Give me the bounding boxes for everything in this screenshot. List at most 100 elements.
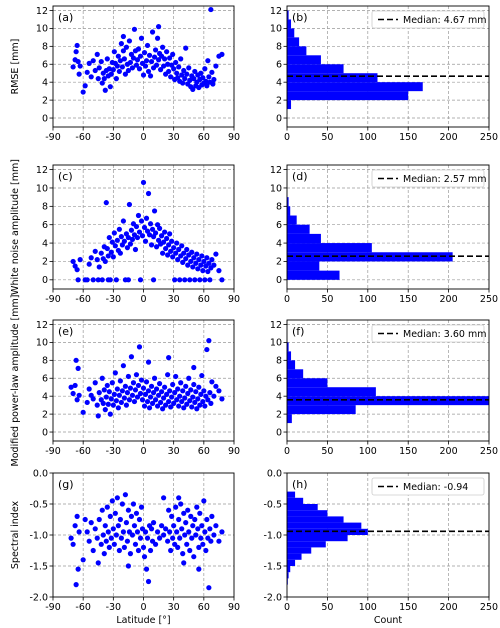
scatter-point <box>142 238 149 244</box>
scatter-point <box>161 532 167 538</box>
panel-d: Median: 2.57 mm 0 50 100 150 200 250 0 2 4 6 8 10 12 (… <box>270 164 498 305</box>
x-tick-label: 200 <box>440 446 458 457</box>
scatter-point <box>205 58 211 64</box>
scatter-point <box>213 251 219 257</box>
scatter-point <box>162 384 168 390</box>
panel-f: Median: 3.60 mm 0 50 100 150 200 250 0 2 4 6 8 10 12 (… <box>270 319 498 457</box>
scatter-point <box>178 56 184 62</box>
scatter-point <box>92 380 98 386</box>
y-tick-label: 8 <box>42 356 48 367</box>
scatter-point <box>168 74 174 80</box>
scatter-point <box>129 392 136 398</box>
scatter-point <box>193 260 199 266</box>
x-tick-label: -90 <box>45 132 61 143</box>
scatter-point <box>181 250 187 256</box>
histogram-bar <box>287 378 328 388</box>
scatter-point <box>140 544 147 551</box>
panel-h: Median: -0.94 0 50 100 150 200 250 -2.0 -1.5 -1.0… <box>263 468 498 626</box>
y-tick-label: 0.0 <box>267 468 282 479</box>
scatter-point <box>142 391 149 397</box>
scatter-point <box>135 212 142 219</box>
scatter-point <box>152 397 159 403</box>
legend-frame <box>371 477 485 496</box>
scatter-point <box>175 257 181 263</box>
y-tick-label: 6 <box>276 220 282 231</box>
panel-label: (a) <box>58 11 73 24</box>
scatter-point <box>169 394 175 400</box>
scatter-point <box>114 386 120 392</box>
y-tick-label: 6 <box>42 60 48 71</box>
scatter-point <box>192 68 198 75</box>
scatter-point <box>203 547 209 554</box>
scatter-point <box>167 231 173 237</box>
scatter-point <box>143 58 150 64</box>
scatter-point <box>121 238 127 244</box>
x-tick-label: 250 <box>480 446 498 457</box>
scatter-point <box>120 218 126 224</box>
scatter-point <box>163 526 169 532</box>
scatter-point <box>213 383 219 389</box>
scatter-point <box>163 245 169 252</box>
scatter-point <box>96 65 102 71</box>
scatter-point <box>129 236 136 242</box>
panel-g: -90 -60 -30 0 30 60 90 -2.0 -1.5 -1.0 -0.5 0.0 (g) Sp… <box>10 468 240 626</box>
y-tick-label: -1.0 <box>29 530 48 541</box>
x-tick-label: 30 <box>168 132 180 143</box>
scatter-point <box>185 390 191 397</box>
scatter-point <box>108 396 114 402</box>
scatter-point <box>192 277 198 283</box>
scatter-point <box>86 261 92 267</box>
scatter-point <box>161 495 167 501</box>
scatter-point <box>155 57 162 63</box>
x-tick-label: 100 <box>359 294 377 305</box>
histogram-bar <box>287 91 409 101</box>
scatter-point <box>189 535 195 541</box>
scatter-point <box>134 57 141 63</box>
scatter-point <box>203 78 209 84</box>
scatter-point <box>160 250 166 256</box>
scatter-point <box>70 390 76 397</box>
scatter-point <box>102 258 108 265</box>
y-tick-label: 6 <box>42 374 48 385</box>
scatter-point <box>183 45 189 51</box>
scatter-point <box>116 392 122 398</box>
histogram-bar <box>287 46 307 56</box>
scatter-point <box>168 404 174 410</box>
scatter-point <box>180 551 186 557</box>
scatter-point <box>70 64 76 70</box>
scatter-point <box>118 399 124 406</box>
x-tick-label: 250 <box>480 294 498 305</box>
scatter-point <box>102 87 108 93</box>
scatter-point <box>103 394 109 400</box>
scatter-point <box>127 551 134 557</box>
scatter-point <box>179 398 185 405</box>
scatter-point <box>145 388 152 394</box>
scatter-point <box>118 234 124 240</box>
scatter-point <box>131 26 138 32</box>
scatter-point <box>82 277 88 283</box>
scatter-point <box>139 397 146 403</box>
scatter-point <box>115 405 121 411</box>
scatter-point <box>206 585 212 591</box>
scatter-point <box>177 393 183 399</box>
scatter-point <box>111 541 117 547</box>
scatter-point <box>202 277 208 283</box>
histogram-bar <box>287 414 292 424</box>
scatter-point <box>126 397 133 403</box>
scatter-point <box>208 6 214 13</box>
y-tick-label: 10 <box>270 24 282 35</box>
scatter-point <box>119 501 125 507</box>
scatter-point <box>138 218 145 224</box>
scatter-point <box>74 42 80 49</box>
y-tick-label: -2.0 <box>29 592 48 603</box>
legend-label: Median: 3.60 mm <box>403 329 486 340</box>
scatter-point <box>136 516 143 523</box>
scatter-point <box>72 382 78 389</box>
scatter-point <box>125 373 132 380</box>
scatter-point <box>73 582 79 588</box>
scatter-point <box>137 390 144 397</box>
scatter-point <box>111 49 117 55</box>
scatter-point <box>114 237 120 243</box>
x-axis-label: Latitude [°] <box>116 615 170 626</box>
scatter-point <box>144 42 151 49</box>
